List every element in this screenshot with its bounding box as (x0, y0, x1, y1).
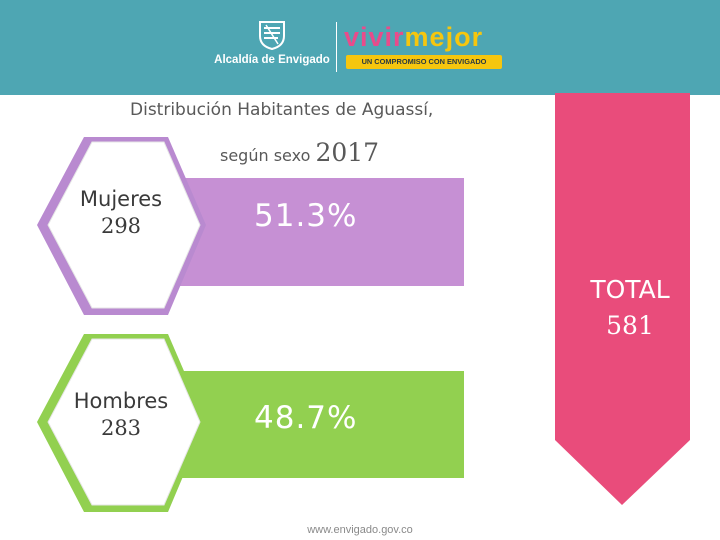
chart-title-text: según sexo (220, 146, 311, 165)
total-arrow-shape (555, 93, 690, 505)
men-label-text: Hombres (73, 389, 169, 413)
women-count: 298 (100, 214, 142, 238)
men-hexagon (47, 338, 201, 506)
header-banner: Alcaldía de Envigado vivirmejor UN COMPR… (0, 0, 720, 95)
women-hexagon (47, 141, 201, 309)
campaign-logo: vivirmejor UN COMPROMISO CON ENVIGADO (344, 22, 504, 74)
campaign-title-mejor: mejor (404, 22, 484, 52)
campaign-tagline: UN COMPROMISO CON ENVIGADO (346, 55, 502, 69)
chart-title-year: 2017 (315, 138, 380, 167)
total-label: TOTAL 581 (560, 272, 700, 344)
men-percent: 48.7% (254, 400, 358, 436)
men-label: Hombres 283 (56, 388, 186, 442)
municipality-logo: Alcaldía de Envigado (212, 18, 332, 78)
logo-divider (336, 22, 337, 72)
campaign-title: vivirmejor (344, 22, 483, 52)
campaign-title-vivir: vivir (344, 22, 405, 52)
footer-website: www.envigado.gov.co (307, 524, 413, 536)
men-count: 283 (100, 416, 142, 440)
chart-title-line1: Distribución Habitantes de Aguassí, (130, 100, 434, 120)
coat-of-arms-icon (259, 21, 285, 50)
women-label-text: Mujeres (79, 187, 163, 211)
women-bar (180, 178, 464, 286)
men-bar (180, 371, 464, 478)
organization-name: Alcaldía de Envigado (214, 54, 330, 66)
total-value: 581 (606, 311, 654, 340)
total-label-text: TOTAL (590, 275, 670, 304)
women-percent: 51.3% (254, 198, 358, 234)
chart-title-line2: según sexo 2017 (220, 138, 379, 167)
women-label: Mujeres 298 (56, 186, 186, 240)
